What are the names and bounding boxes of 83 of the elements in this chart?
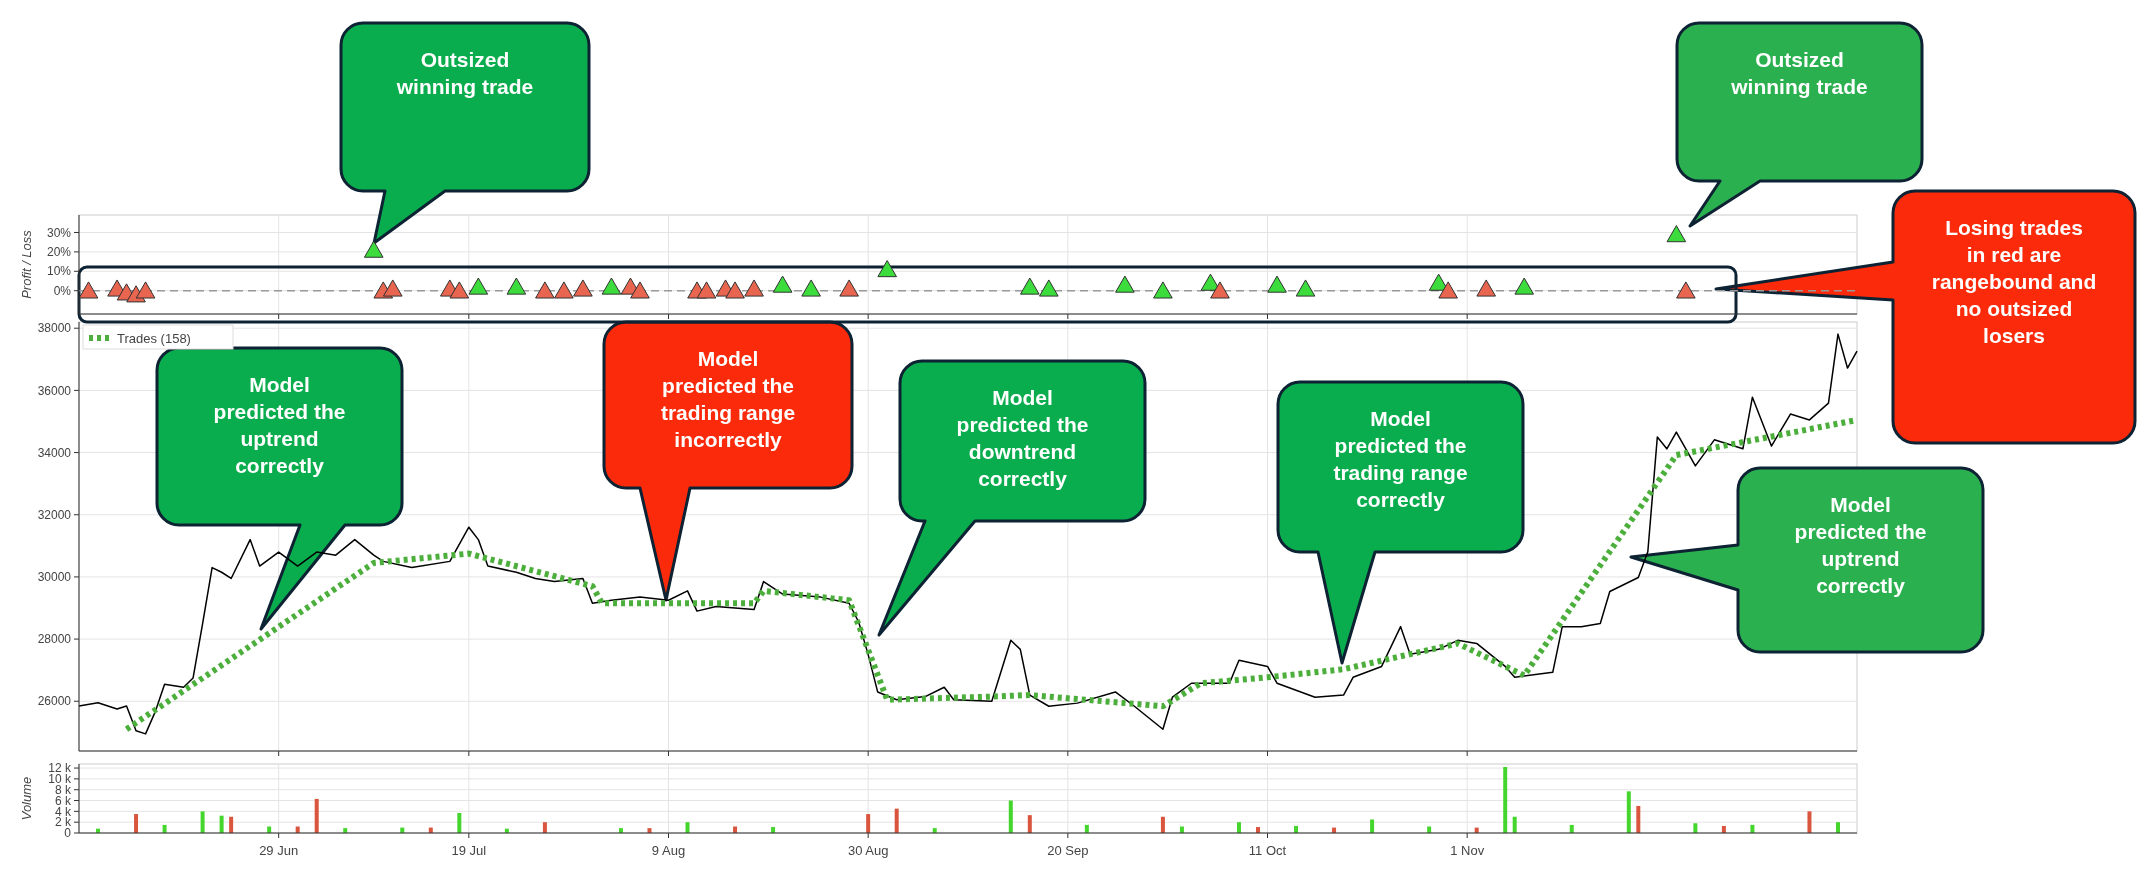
- point: [1020, 277, 1040, 295]
- bar: [1693, 823, 1698, 833]
- point: [1153, 281, 1173, 299]
- x-tick-label: 1 Nov: [1450, 843, 1485, 858]
- x-tick-label: 29 Jun: [259, 843, 299, 858]
- point: [877, 260, 897, 278]
- point: [801, 279, 821, 297]
- point: [135, 281, 156, 299]
- bar: [1370, 819, 1375, 833]
- x-tick-label: 19 Jul: [451, 843, 487, 858]
- annotation: Model predicted the uptrend correctly: [213, 373, 346, 477]
- legend-label: Trades (158): [117, 330, 191, 346]
- point: [1476, 279, 1496, 297]
- bar: [894, 808, 899, 833]
- point: [1039, 279, 1059, 297]
- point: [744, 279, 764, 297]
- point: [78, 281, 99, 299]
- point: [468, 277, 489, 295]
- bar: [1503, 766, 1508, 833]
- y-tick-label: 32000: [37, 507, 72, 522]
- point: [573, 279, 593, 297]
- y-tick-label: 34000: [37, 445, 72, 460]
- text: Losing trades in red are rangebound and no outsized losers: [1931, 216, 2097, 347]
- point: [1267, 275, 1287, 293]
- point: [1666, 225, 1687, 243]
- bar: [685, 822, 690, 833]
- x-tick-label: 20 Sep: [1047, 843, 1089, 858]
- bar: [134, 814, 139, 833]
- point: [449, 281, 470, 299]
- x-tick-label: 9 Aug: [651, 843, 686, 858]
- y-tick-label: 0: [64, 826, 72, 841]
- annotation: Model predicted the trading range incorrectly: [660, 347, 796, 451]
- point: [1438, 281, 1458, 299]
- bar: [542, 822, 547, 833]
- text: Outsized winning trade: [395, 48, 534, 98]
- x-tick-label: 30 Aug: [847, 843, 889, 858]
- y-tick-label: 30000: [37, 570, 72, 585]
- y-tick-label: 26000: [37, 694, 72, 709]
- point: [363, 240, 384, 258]
- point: [1514, 277, 1535, 295]
- bar: [1236, 822, 1241, 833]
- y-axis-title: Profit / Loss: [19, 229, 34, 299]
- point: [1295, 279, 1316, 297]
- bar: [200, 811, 205, 833]
- point: [772, 275, 793, 293]
- point: [630, 281, 650, 299]
- y-tick-label: 10%: [46, 264, 72, 279]
- bar: [1027, 815, 1032, 833]
- bar: [1807, 811, 1812, 833]
- bar: [1008, 800, 1013, 833]
- annotation: Model predicted the downtrend correctly: [956, 386, 1089, 490]
- bar: [1835, 822, 1840, 833]
- bar: [1160, 816, 1165, 833]
- annotation: Model predicted the uptrend correctly: [1794, 493, 1927, 597]
- point: [601, 277, 622, 295]
- point: [382, 279, 403, 297]
- bar: [229, 816, 234, 833]
- bar: [219, 815, 224, 833]
- bar: [314, 798, 319, 833]
- bar: [1512, 816, 1517, 833]
- y-tick-label: 38000: [37, 321, 72, 336]
- bar: [1626, 791, 1631, 833]
- point: [1115, 275, 1135, 293]
- point: [554, 281, 574, 299]
- x-tick-label: 11 Oct: [1248, 843, 1287, 858]
- point: [725, 281, 745, 299]
- text: Outsized winning trade: [1730, 48, 1868, 98]
- bar: [1636, 805, 1641, 833]
- point: [839, 279, 859, 297]
- y-tick-label: 20%: [46, 245, 72, 260]
- y-axis-title: Volume: [19, 776, 34, 821]
- point: [1210, 281, 1230, 299]
- point: [1676, 281, 1696, 299]
- point: [506, 277, 527, 295]
- point: [696, 281, 717, 299]
- annotation: Model predicted the trading range correctly: [1333, 407, 1468, 511]
- y-tick-label: 28000: [37, 632, 72, 647]
- y-tick-label: 0%: [53, 283, 72, 298]
- bar: [866, 814, 871, 833]
- y-tick-label: 30%: [46, 225, 72, 240]
- bar: [457, 812, 462, 833]
- y-tick-label: 36000: [37, 383, 72, 398]
- point: [535, 281, 555, 299]
